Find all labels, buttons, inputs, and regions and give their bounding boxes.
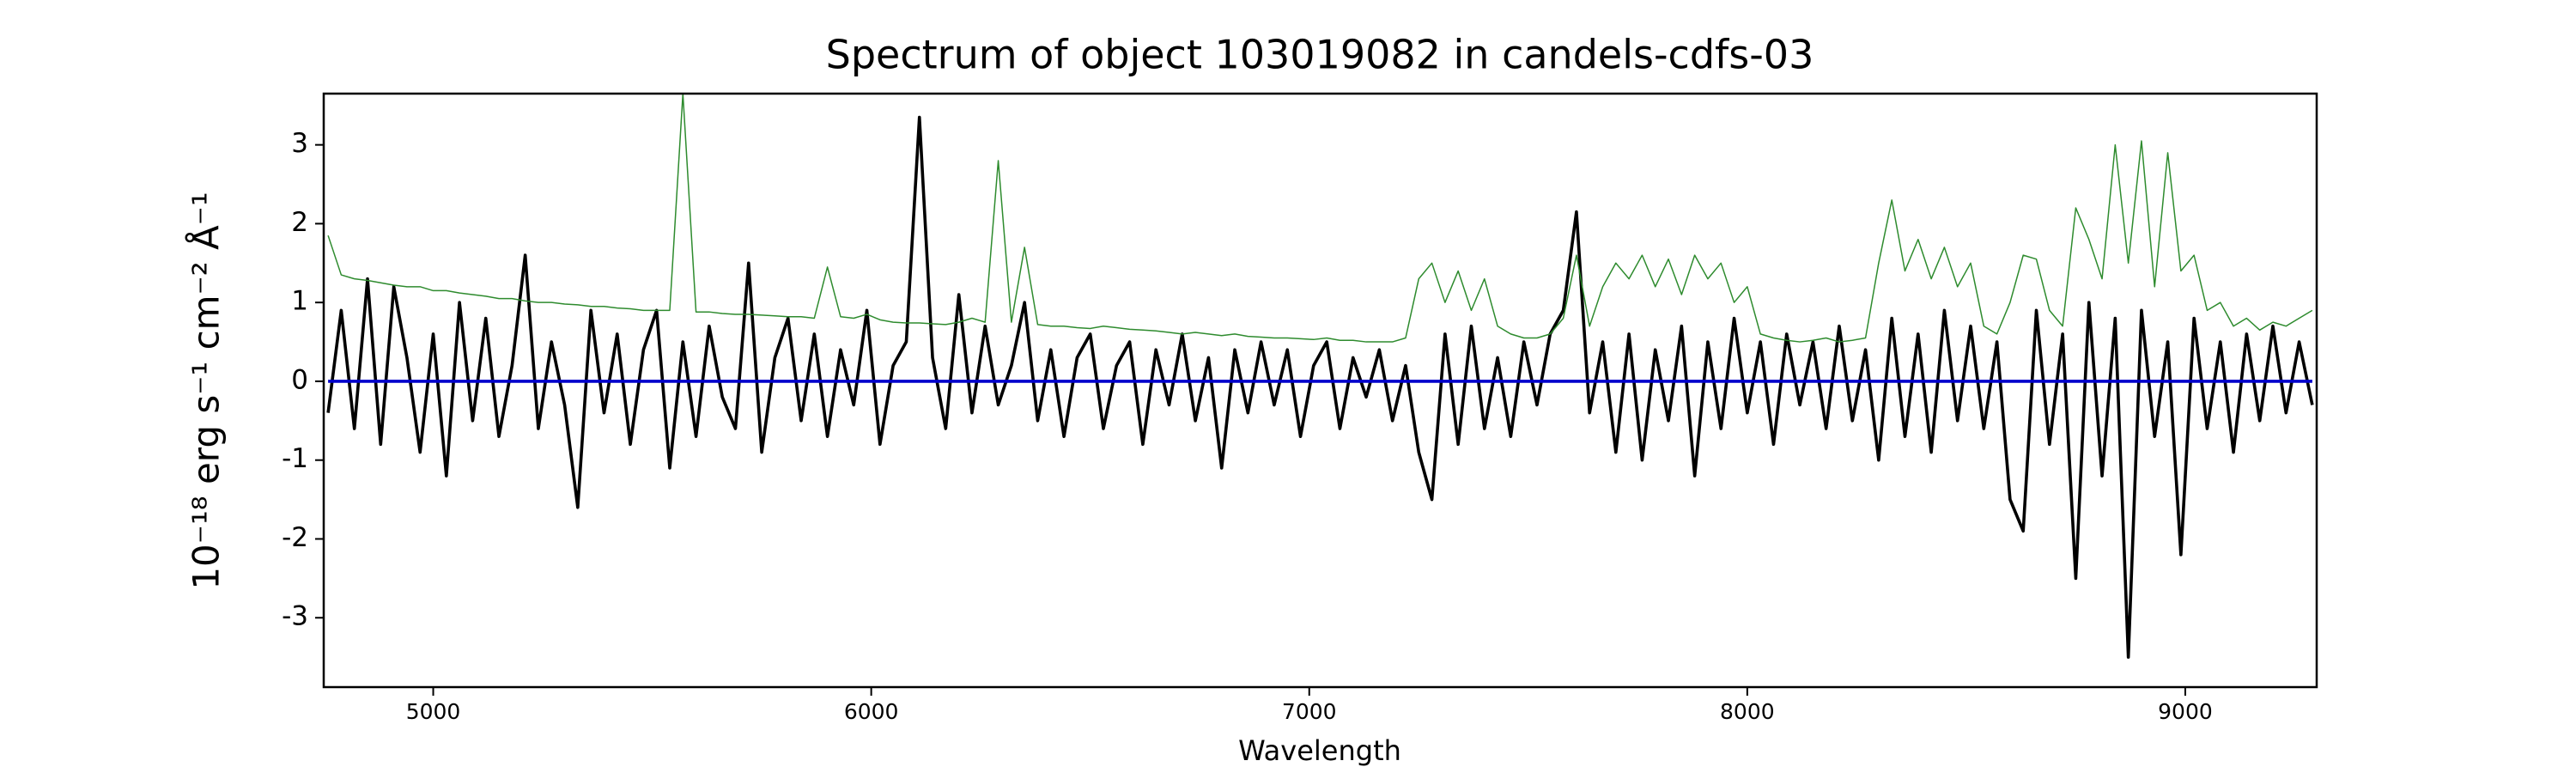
- y-tick-label: 1: [291, 286, 308, 317]
- x-axis-label: Wavelength: [1238, 734, 1401, 767]
- chart-title: Spectrum of object 103019082 in candels-…: [826, 32, 1814, 78]
- y-tick-label: 2: [291, 207, 308, 238]
- y-tick-label: 3: [291, 128, 308, 159]
- x-tick-label: 7000: [1282, 699, 1337, 724]
- y-tick-label: 0: [291, 364, 308, 395]
- x-tick-label: 5000: [406, 699, 461, 724]
- y-tick-label: -2: [282, 522, 308, 553]
- plot-lines: [326, 94, 2314, 659]
- spectrum-line: [327, 94, 2313, 343]
- x-tick-label: 9000: [2158, 699, 2213, 724]
- x-tick-label: 6000: [844, 699, 899, 724]
- spectrum-line: [326, 115, 2314, 659]
- x-tick-label: 8000: [1720, 699, 1775, 724]
- y-tick-label: -1: [282, 443, 308, 474]
- y-tick-label: -3: [282, 601, 308, 632]
- y-axis-label: 10⁻¹⁸ erg s⁻¹ cm⁻² Å⁻¹: [185, 192, 228, 589]
- plot-frame: [322, 92, 2318, 689]
